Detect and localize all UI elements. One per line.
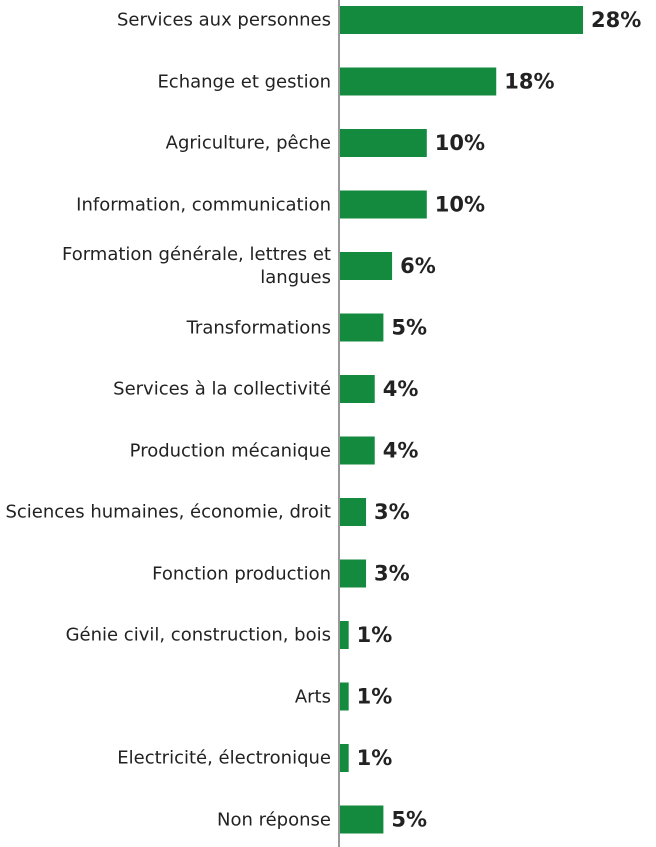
value-label: 1% <box>357 623 393 647</box>
category-label: Echange et gestion <box>157 71 331 92</box>
bar <box>340 682 349 711</box>
value-label: 5% <box>391 808 427 832</box>
bar <box>340 436 375 465</box>
value-label: 1% <box>357 746 393 770</box>
category-label: Services aux personnes <box>117 9 331 31</box>
value-label: 3% <box>374 562 410 586</box>
category-label: Transformations <box>186 317 331 338</box>
value-label: 4% <box>383 377 419 401</box>
category-label: Formation générale, lettres et langues <box>61 244 331 288</box>
bar <box>340 252 393 280</box>
value-label: 10% <box>435 193 485 217</box>
value-label: 10% <box>435 131 485 155</box>
value-label: 4% <box>383 439 419 463</box>
category-label: Information, communication <box>76 194 331 215</box>
bar <box>340 375 375 403</box>
category-label: Non réponse <box>217 809 331 830</box>
bar <box>340 190 427 219</box>
value-label: 3% <box>374 500 410 524</box>
category-label: Fonction production <box>152 563 331 584</box>
bar <box>340 744 349 772</box>
bar <box>340 559 367 588</box>
category-label: Agriculture, pêche <box>165 132 331 154</box>
category-label: Services à la collectivité <box>113 378 331 400</box>
category-label: Arts <box>294 686 331 707</box>
bar <box>340 67 497 96</box>
value-label: 18% <box>504 70 554 94</box>
category-label: Sciences humaines, économie, droit <box>5 501 331 523</box>
category-label: Génie civil, construction, bois <box>65 624 331 646</box>
bar <box>340 498 367 526</box>
category-label: Production mécanique <box>129 440 331 461</box>
bar <box>340 6 584 34</box>
value-label: 5% <box>391 316 427 340</box>
category-label: Electricité, électronique <box>117 747 331 769</box>
bar <box>340 805 384 834</box>
value-label: 6% <box>400 254 436 278</box>
value-label: 1% <box>357 685 393 709</box>
bar <box>340 313 384 342</box>
value-label: 28% <box>591 8 641 32</box>
bar <box>340 621 349 649</box>
bar <box>340 129 427 157</box>
